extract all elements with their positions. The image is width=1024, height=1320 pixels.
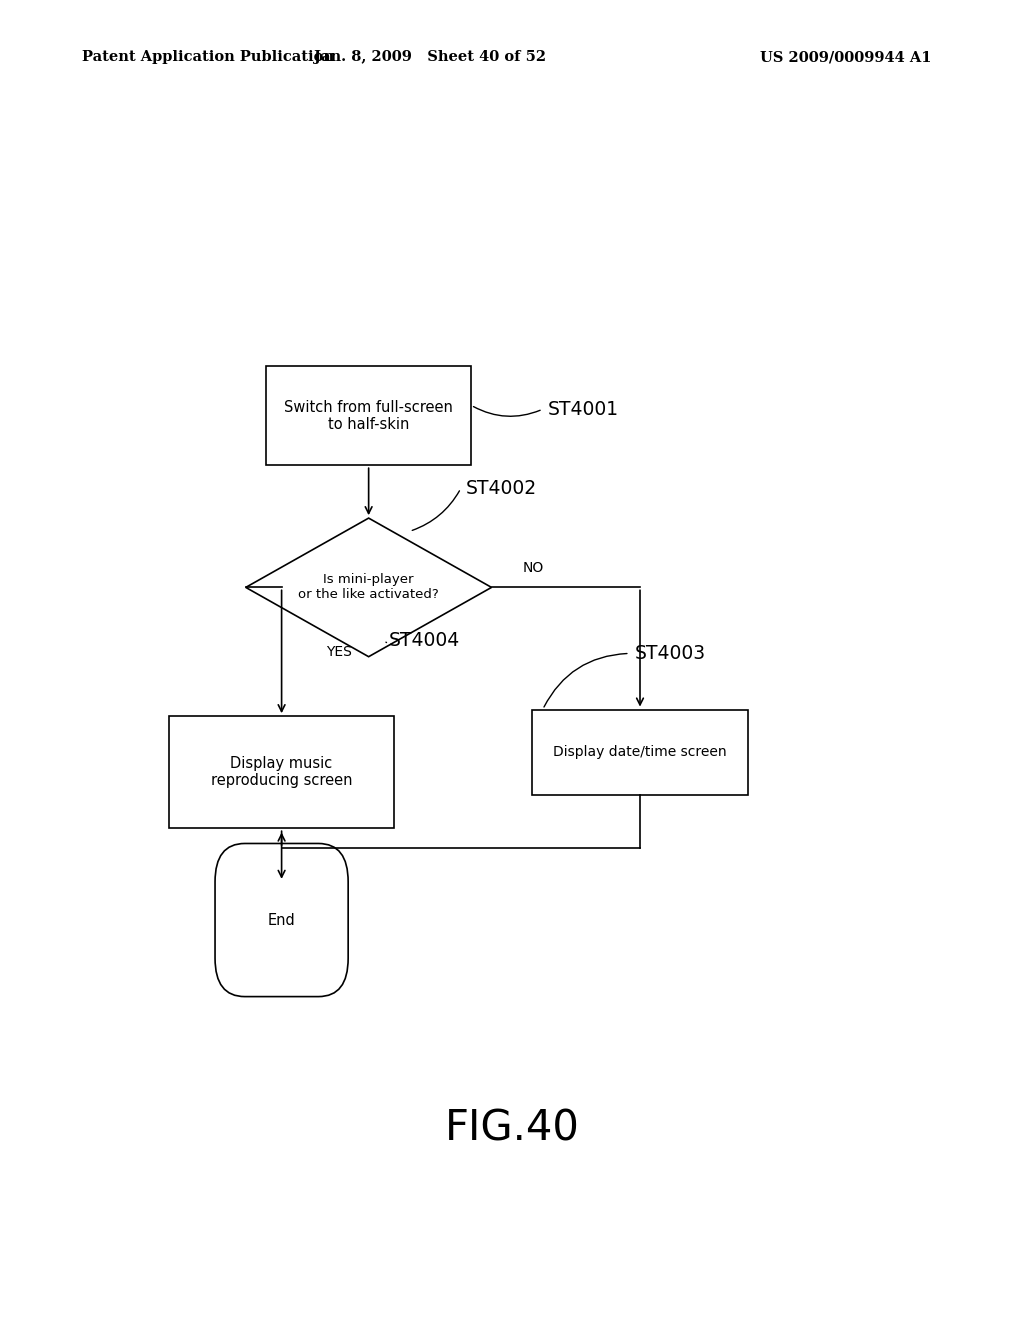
FancyBboxPatch shape: [169, 715, 394, 829]
FancyBboxPatch shape: [266, 366, 471, 465]
Text: ST4004: ST4004: [389, 631, 461, 649]
Text: Patent Application Publication: Patent Application Publication: [82, 50, 334, 65]
Text: Display music
reproducing screen: Display music reproducing screen: [211, 756, 352, 788]
Text: ST4001: ST4001: [548, 400, 618, 418]
Text: Is mini-player
or the like activated?: Is mini-player or the like activated?: [298, 573, 439, 602]
Polygon shape: [246, 517, 492, 656]
Text: Switch from full-screen
to half-skin: Switch from full-screen to half-skin: [285, 400, 453, 432]
Text: ST4003: ST4003: [635, 644, 706, 663]
FancyBboxPatch shape: [532, 710, 748, 795]
Text: Jan. 8, 2009   Sheet 40 of 52: Jan. 8, 2009 Sheet 40 of 52: [314, 50, 546, 65]
Text: YES: YES: [326, 645, 351, 659]
Text: US 2009/0009944 A1: US 2009/0009944 A1: [761, 50, 932, 65]
Text: End: End: [267, 912, 296, 928]
Text: Display date/time screen: Display date/time screen: [553, 746, 727, 759]
Text: ST4002: ST4002: [466, 479, 537, 498]
FancyBboxPatch shape: [215, 843, 348, 997]
Text: FIG.40: FIG.40: [444, 1107, 580, 1150]
Text: NO: NO: [522, 561, 544, 574]
